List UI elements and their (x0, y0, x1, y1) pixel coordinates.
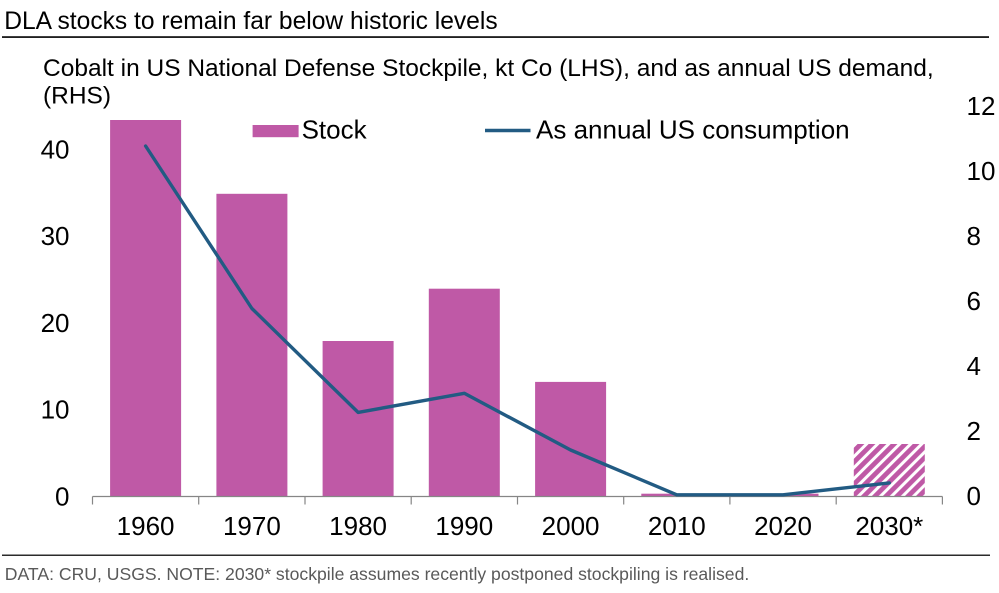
svg-text:0: 0 (55, 481, 69, 511)
svg-text:10: 10 (41, 395, 70, 425)
svg-text:4: 4 (967, 351, 981, 381)
svg-text:Cobalt in US National Defense: Cobalt in US National Defense Stockpile,… (43, 55, 934, 82)
svg-text:10: 10 (967, 156, 996, 186)
svg-text:2: 2 (967, 416, 981, 446)
svg-text:2000: 2000 (542, 511, 600, 541)
svg-text:12: 12 (967, 91, 996, 121)
svg-text:1990: 1990 (435, 511, 493, 541)
svg-text:2010: 2010 (648, 511, 706, 541)
svg-text:1960: 1960 (117, 511, 175, 541)
svg-text:20: 20 (41, 308, 70, 338)
svg-text:6: 6 (967, 286, 981, 316)
svg-text:2030*: 2030* (855, 511, 923, 541)
svg-text:As annual US consumption: As annual US consumption (536, 115, 850, 145)
svg-text:Stock: Stock (302, 115, 368, 145)
svg-text:DATA: CRU, USGS. NOTE: 2030* s: DATA: CRU, USGS. NOTE: 2030* stockpile a… (5, 564, 749, 584)
svg-text:8: 8 (967, 221, 981, 251)
svg-text:40: 40 (41, 134, 70, 164)
svg-text:30: 30 (41, 221, 70, 251)
svg-text:DLA stocks to remain far below: DLA stocks to remain far below historic … (4, 8, 497, 35)
svg-text:2020: 2020 (754, 511, 812, 541)
svg-text:(RHS): (RHS) (43, 83, 111, 110)
svg-text:0: 0 (967, 481, 981, 511)
svg-text:1970: 1970 (223, 511, 281, 541)
svg-text:1980: 1980 (329, 511, 387, 541)
